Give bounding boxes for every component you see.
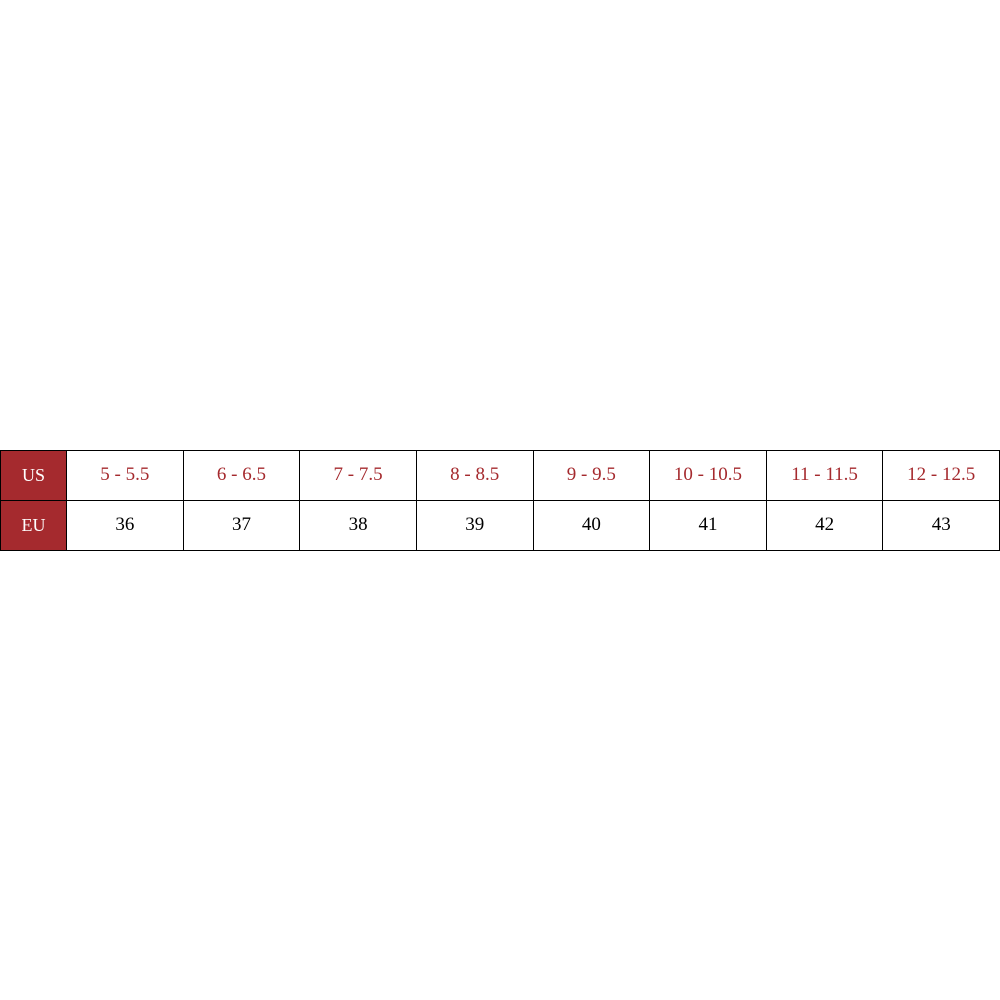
size-conversion-table: US 5 - 5.5 6 - 6.5 7 - 7.5 8 - 8.5 9 - 9… xyxy=(0,450,1000,551)
eu-size-cell: 39 xyxy=(416,500,533,550)
us-size-cell: 10 - 10.5 xyxy=(650,450,767,500)
eu-size-cell: 38 xyxy=(300,500,417,550)
eu-size-cell: 42 xyxy=(766,500,883,550)
us-size-cell: 11 - 11.5 xyxy=(766,450,883,500)
us-size-cell: 6 - 6.5 xyxy=(183,450,300,500)
row-header-us: US xyxy=(1,450,67,500)
eu-size-cell: 36 xyxy=(67,500,184,550)
size-conversion-table-container: US 5 - 5.5 6 - 6.5 7 - 7.5 8 - 8.5 9 - 9… xyxy=(0,450,1000,551)
us-size-cell: 12 - 12.5 xyxy=(883,450,1000,500)
us-size-cell: 9 - 9.5 xyxy=(533,450,650,500)
table-row-us: US 5 - 5.5 6 - 6.5 7 - 7.5 8 - 8.5 9 - 9… xyxy=(1,450,1000,500)
eu-size-cell: 41 xyxy=(650,500,767,550)
us-size-cell: 7 - 7.5 xyxy=(300,450,417,500)
us-size-cell: 5 - 5.5 xyxy=(67,450,184,500)
eu-size-cell: 40 xyxy=(533,500,650,550)
eu-size-cell: 43 xyxy=(883,500,1000,550)
eu-size-cell: 37 xyxy=(183,500,300,550)
row-header-eu: EU xyxy=(1,500,67,550)
table-row-eu: EU 36 37 38 39 40 41 42 43 xyxy=(1,500,1000,550)
us-size-cell: 8 - 8.5 xyxy=(416,450,533,500)
